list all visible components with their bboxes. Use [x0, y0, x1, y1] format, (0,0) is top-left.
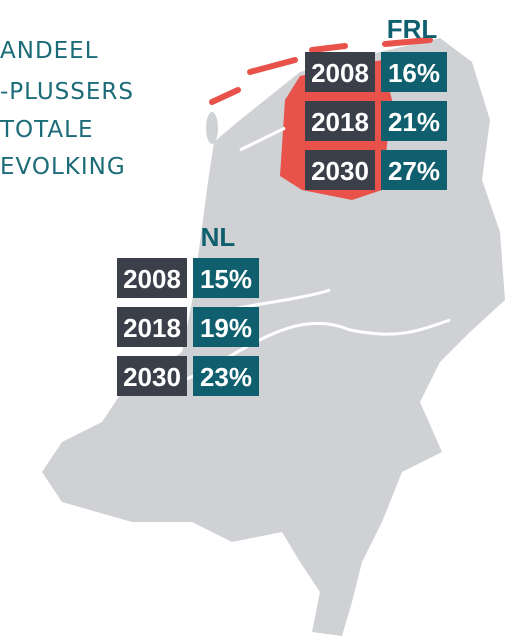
year-box: [305, 52, 375, 92]
share: 27%: [388, 156, 440, 186]
region-label: NL: [201, 222, 236, 252]
island: [52, 460, 112, 480]
share: 23%: [200, 362, 252, 392]
share-box: [381, 101, 447, 141]
year: 2008: [123, 264, 181, 294]
year: 2018: [311, 107, 369, 137]
year-box: [305, 101, 375, 141]
year-box: [117, 258, 187, 298]
wadden-islands: [209, 37, 433, 105]
share: 16%: [388, 58, 440, 88]
island: [206, 112, 218, 144]
share-box: [381, 52, 447, 92]
afsluitdijk: [239, 126, 286, 152]
share-box: [381, 150, 447, 190]
share-box: [193, 307, 259, 347]
title-line: ANDEEL: [0, 38, 99, 64]
share-box: [193, 356, 259, 396]
year-box: [305, 150, 375, 190]
year: 2018: [123, 313, 181, 343]
title-line: TOTALE: [0, 117, 94, 143]
year-box: [117, 307, 187, 347]
title-line: -PLUSSERS: [0, 79, 134, 105]
share-box: [193, 258, 259, 298]
region-label: FRL: [387, 14, 438, 44]
year: 2030: [123, 362, 181, 392]
share: 21%: [388, 107, 440, 137]
year-box: [117, 356, 187, 396]
title-line: EVOLKING: [0, 154, 126, 180]
share: 19%: [200, 313, 252, 343]
year: 2008: [311, 58, 369, 88]
share: 15%: [200, 264, 252, 294]
year: 2030: [311, 156, 369, 186]
